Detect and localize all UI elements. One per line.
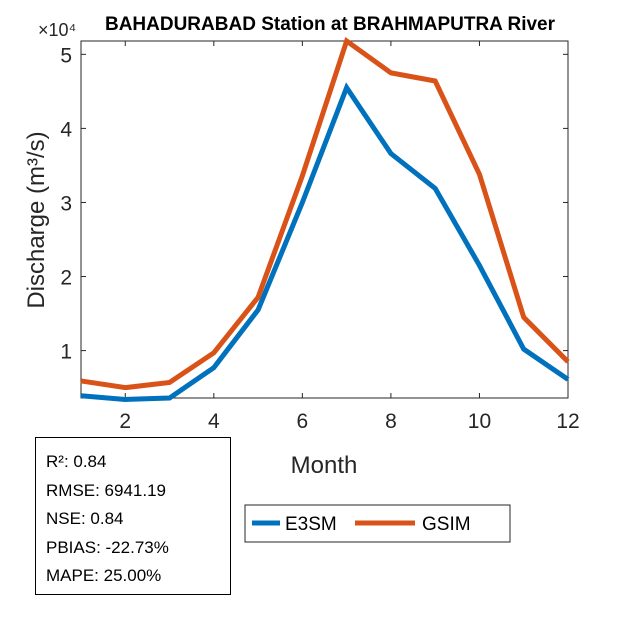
legend-label-gsim: GSIM [422, 514, 471, 535]
y-axis-label: Discharge (m³/s) [23, 131, 50, 308]
x-tick-label: 12 [556, 410, 579, 433]
y-tick-label: 4 [60, 118, 72, 141]
x-tick-label: 8 [385, 410, 397, 433]
stat-rmse: RMSE: 6941.19 [46, 480, 167, 500]
x-axis-label: Month [291, 452, 358, 479]
x-tick-label: 6 [297, 410, 309, 433]
x-tick-label: 4 [208, 410, 220, 433]
y-tick-label: 2 [60, 267, 72, 290]
x-tick-label: 10 [468, 410, 491, 433]
y-tick-label: 1 [60, 341, 72, 364]
x-tick-label: 2 [119, 410, 131, 433]
stat-r2: R²: 0.84 [46, 452, 107, 471]
stats-box: R²: 0.84 RMSE: 6941.19 NSE: 0.84 PBIAS: … [35, 437, 231, 595]
chart-title: BAHADURABAD Station at BRAHMAPUTRA River [105, 14, 556, 35]
legend-label-e3sm: E3SM [285, 514, 337, 535]
stat-pbias: PBIAS: -22.73% [46, 537, 169, 557]
y-tick-label: 3 [60, 192, 72, 215]
series-line-gsim [80, 36, 570, 391]
legend: E3SM GSIM [244, 504, 511, 543]
y-exponent: ×10⁴ [38, 20, 76, 40]
y-tick-label: 5 [60, 44, 72, 67]
stat-nse: NSE: 0.84 [46, 509, 124, 528]
stat-mape: MAPE: 25.00% [46, 566, 162, 585]
series-line-e3sm [80, 82, 570, 402]
